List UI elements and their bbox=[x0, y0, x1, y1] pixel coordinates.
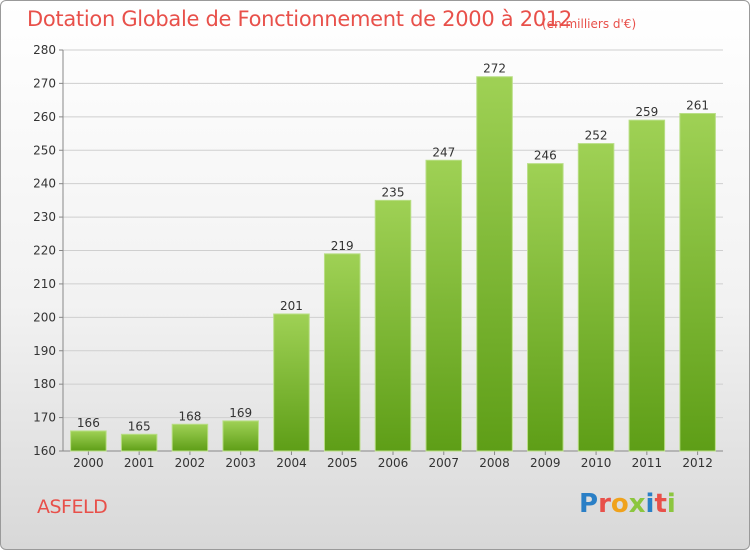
logo-letter: i bbox=[645, 489, 655, 519]
commune-name: ASFELD bbox=[37, 496, 108, 518]
value-label-2006: 235 bbox=[382, 185, 405, 199]
x-tick-label-2005: 2005 bbox=[327, 456, 358, 470]
value-label-2011: 259 bbox=[635, 105, 658, 119]
x-tick-label-2006: 2006 bbox=[378, 456, 409, 470]
y-tick-label: 270 bbox=[33, 76, 56, 90]
chart-title: Dotation Globale de Fonctionnement de 20… bbox=[27, 7, 572, 31]
bars bbox=[70, 76, 716, 452]
x-tick-label-2000: 2000 bbox=[73, 456, 104, 470]
y-tick-label: 170 bbox=[33, 411, 56, 425]
bar-2000 bbox=[70, 430, 107, 452]
logo-letter: i bbox=[666, 489, 676, 519]
x-tick-label-2012: 2012 bbox=[682, 456, 713, 470]
bar-2009 bbox=[527, 163, 564, 452]
logo-letter: P bbox=[579, 489, 599, 519]
value-label-2000: 166 bbox=[77, 416, 100, 430]
bar-2006 bbox=[374, 199, 412, 452]
y-tick-label: 160 bbox=[33, 444, 56, 458]
x-tick-label-2007: 2007 bbox=[428, 456, 459, 470]
value-label-2012: 261 bbox=[686, 98, 709, 112]
bar-2005 bbox=[323, 253, 361, 452]
bar-2004 bbox=[273, 313, 310, 452]
value-label-2007: 247 bbox=[432, 145, 455, 159]
x-tick-label-2004: 2004 bbox=[276, 456, 307, 470]
labels: 160 170 180 190 200 210 220 230 240 250 260 270 280 1… bbox=[33, 43, 713, 470]
logo-letter: x bbox=[628, 489, 646, 519]
value-label-2001: 165 bbox=[128, 419, 151, 433]
x-tick-label-2011: 2011 bbox=[632, 456, 663, 470]
bar-2012 bbox=[679, 112, 716, 452]
value-label-2008: 272 bbox=[483, 62, 506, 76]
value-label-2003: 169 bbox=[229, 406, 252, 420]
x-tick-label-2008: 2008 bbox=[479, 456, 510, 470]
y-tick-label: 230 bbox=[33, 210, 56, 224]
bar-2001 bbox=[120, 433, 158, 452]
value-label-2004: 201 bbox=[280, 299, 303, 313]
bar-2011 bbox=[628, 119, 666, 452]
y-tick-label: 210 bbox=[33, 277, 56, 291]
y-tick-label: 280 bbox=[33, 43, 56, 57]
value-label-2002: 168 bbox=[178, 409, 201, 423]
y-tick-label: 260 bbox=[33, 110, 56, 124]
x-tick-label-2003: 2003 bbox=[225, 456, 256, 470]
value-label-2005: 219 bbox=[331, 239, 354, 253]
logo-letter: t bbox=[654, 489, 667, 519]
x-tick-label-2009: 2009 bbox=[530, 456, 561, 470]
bar-2008 bbox=[476, 76, 513, 452]
proxiti-logo: Proxiti bbox=[579, 489, 676, 519]
value-label-2010: 252 bbox=[585, 129, 608, 143]
logo-letter: r bbox=[598, 489, 611, 519]
bar-2010 bbox=[577, 143, 615, 452]
x-tick-label-2001: 2001 bbox=[124, 456, 155, 470]
y-tick-label: 240 bbox=[33, 177, 56, 191]
value-label-2009: 246 bbox=[534, 149, 557, 163]
logo-letter: o bbox=[610, 489, 629, 519]
bar-2003 bbox=[222, 420, 259, 452]
x-tick-label-2002: 2002 bbox=[175, 456, 206, 470]
unit-note: (en milliers d'€) bbox=[542, 17, 637, 31]
bar-2002 bbox=[171, 423, 209, 452]
y-tick-label: 190 bbox=[33, 344, 56, 358]
x-tick-label-2010: 2010 bbox=[581, 456, 612, 470]
y-tick-label: 180 bbox=[33, 377, 56, 391]
y-tick-label: 250 bbox=[33, 143, 56, 157]
bar-2007 bbox=[425, 159, 463, 452]
y-tick-label: 200 bbox=[33, 310, 56, 324]
y-tick-label: 220 bbox=[33, 244, 56, 258]
